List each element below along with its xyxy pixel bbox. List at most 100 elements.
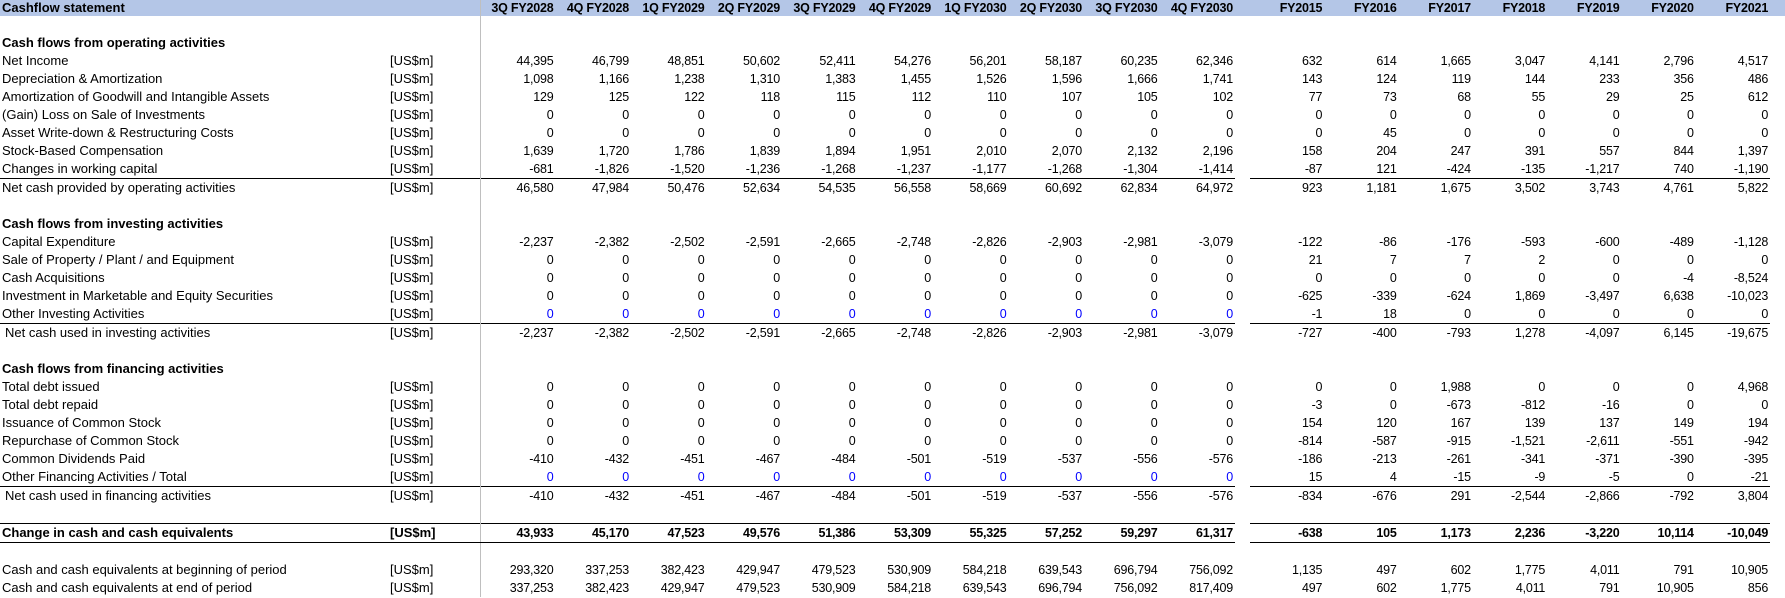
quarter-value-cell[interactable] xyxy=(1009,16,1085,34)
year-value-cell[interactable]: 6,145 xyxy=(1621,323,1696,342)
quarter-value-cell[interactable] xyxy=(556,342,632,360)
year-value-cell[interactable]: -2,866 xyxy=(1547,486,1622,505)
quarter-value-cell[interactable] xyxy=(631,360,707,378)
quarter-value-cell[interactable]: 0 xyxy=(479,414,556,432)
quarter-value-cell[interactable]: 54,276 xyxy=(893,54,931,68)
spacer-cell[interactable] xyxy=(1235,450,1250,468)
quarter-value-cell[interactable]: -2,502 xyxy=(670,235,705,249)
year-value-cell[interactable]: 1,988 xyxy=(1440,380,1471,394)
year-value-cell[interactable]: 0 xyxy=(1315,271,1323,285)
quarter-value-cell[interactable]: 0 xyxy=(622,434,629,448)
quarter-value-cell[interactable] xyxy=(631,197,707,215)
unit-cell[interactable]: [US$m] xyxy=(390,451,434,466)
unit-cell[interactable] xyxy=(390,197,480,215)
quarter-value-cell[interactable]: 0 xyxy=(622,470,629,484)
quarter-value-cell[interactable]: 0 xyxy=(773,380,780,394)
year-value-cell[interactable]: 0 xyxy=(1315,126,1323,140)
year-value-cell[interactable] xyxy=(1473,360,1547,378)
spacer-cell[interactable] xyxy=(1770,414,1785,432)
quarter-value-cell[interactable]: 44,395 xyxy=(479,52,556,70)
quarter-value-cell[interactable] xyxy=(933,34,1009,52)
year-value-cell[interactable]: -593 xyxy=(1520,235,1546,249)
quarter-value-cell[interactable]: 2,196 xyxy=(1202,144,1233,158)
year-value-cell[interactable]: 0 xyxy=(1612,108,1620,122)
quarter-value-cell[interactable] xyxy=(631,215,707,233)
quarter-value-cell[interactable]: 0 xyxy=(622,253,629,267)
quarter-value-cell[interactable]: -1,520 xyxy=(670,162,705,176)
quarter-value-cell[interactable] xyxy=(1160,342,1236,360)
quarter-value-cell[interactable]: -2,981 xyxy=(1084,323,1160,342)
year-value-cell[interactable]: 0 xyxy=(1464,108,1471,122)
year-value-cell[interactable] xyxy=(1324,16,1398,34)
year-value-cell[interactable]: -812 xyxy=(1520,398,1546,412)
quarter-value-cell[interactable] xyxy=(933,197,1009,215)
year-value-cell[interactable]: 247 xyxy=(1450,144,1471,158)
quarter-value-cell[interactable]: -2,665 xyxy=(821,235,856,249)
column-header-quarter[interactable]: 3Q FY2030 xyxy=(1084,0,1160,16)
quarter-value-cell[interactable] xyxy=(1084,197,1160,215)
quarter-value-cell[interactable]: 337,253 xyxy=(585,563,629,577)
spacer-cell[interactable] xyxy=(1770,450,1785,468)
quarter-value-cell[interactable]: 62,346 xyxy=(1195,54,1233,68)
quarter-value-cell[interactable] xyxy=(858,342,934,360)
year-value-cell[interactable]: 4,011 xyxy=(1515,581,1546,595)
section-title[interactable]: Cash flows from investing activities xyxy=(2,216,224,231)
quarter-value-cell[interactable]: 756,092 xyxy=(1189,563,1233,577)
spacer-cell[interactable] xyxy=(1235,561,1250,579)
quarter-value-cell[interactable]: -451 xyxy=(680,452,705,466)
quarter-value-cell[interactable]: 0 xyxy=(697,126,705,140)
column-header-quarter[interactable]: 2Q FY2029 xyxy=(706,0,782,16)
spacer-cell[interactable] xyxy=(1770,233,1785,251)
quarter-value-cell[interactable]: 1,310 xyxy=(749,72,780,86)
year-value-cell[interactable]: 4,517 xyxy=(1737,54,1769,68)
unit-cell[interactable]: [US$m] xyxy=(390,306,434,321)
quarter-value-cell[interactable]: 0 xyxy=(1075,271,1082,285)
unit-cell[interactable]: [US$m] xyxy=(390,323,480,342)
year-value-cell[interactable]: 791 xyxy=(1673,563,1694,577)
quarter-value-cell[interactable]: 584,218 xyxy=(887,581,931,595)
year-value-cell[interactable]: -834 xyxy=(1250,486,1325,505)
quarter-value-cell[interactable] xyxy=(707,360,783,378)
unit-cell[interactable]: [US$m] xyxy=(390,89,434,104)
year-value-cell[interactable]: 3,804 xyxy=(1695,486,1771,505)
quarter-value-cell[interactable]: 0 xyxy=(622,289,629,303)
year-value-cell[interactable]: -176 xyxy=(1446,235,1471,249)
spacer-cell[interactable] xyxy=(1770,561,1785,579)
unit-cell[interactable] xyxy=(390,16,480,34)
quarter-value-cell[interactable]: -432 xyxy=(555,486,631,505)
quarter-value-cell[interactable]: 0 xyxy=(848,126,856,140)
year-value-cell[interactable]: 0 xyxy=(1761,307,1769,321)
quarter-value-cell[interactable]: -410 xyxy=(479,486,556,505)
quarter-value-cell[interactable] xyxy=(933,360,1009,378)
quarter-value-cell[interactable] xyxy=(1009,34,1085,52)
quarter-value-cell[interactable]: 57,252 xyxy=(1008,523,1084,543)
quarter-value-cell[interactable] xyxy=(858,16,934,34)
quarter-value-cell[interactable]: 0 xyxy=(999,416,1007,430)
quarter-value-cell[interactable]: 696,794 xyxy=(1113,563,1158,577)
quarter-value-cell[interactable]: 0 xyxy=(1075,307,1082,321)
spacer-cell[interactable] xyxy=(1235,160,1250,179)
year-value-cell[interactable]: 0 xyxy=(1389,380,1397,394)
quarter-value-cell[interactable]: -556 xyxy=(1133,452,1158,466)
year-value-cell[interactable]: 391 xyxy=(1524,144,1546,158)
quarter-value-cell[interactable] xyxy=(782,16,858,34)
spacer-cell[interactable] xyxy=(1770,142,1785,160)
year-value-cell[interactable]: -792 xyxy=(1621,486,1696,505)
quarter-value-cell[interactable] xyxy=(631,505,707,524)
spacer-cell[interactable] xyxy=(1235,179,1250,198)
spacer-cell[interactable] xyxy=(1770,324,1785,343)
quarter-value-cell[interactable] xyxy=(1160,16,1236,34)
year-value-cell[interactable] xyxy=(1399,197,1473,215)
quarter-value-cell[interactable] xyxy=(782,505,858,524)
year-value-cell[interactable]: 120 xyxy=(1376,416,1397,430)
year-value-cell[interactable]: -261 xyxy=(1446,452,1471,466)
year-value-cell[interactable]: -390 xyxy=(1669,452,1694,466)
quarter-value-cell[interactable]: -467 xyxy=(706,486,782,505)
year-value-cell[interactable]: -86 xyxy=(1379,235,1397,249)
quarter-value-cell[interactable]: 0 xyxy=(999,289,1007,303)
year-value-cell[interactable] xyxy=(1250,215,1324,233)
year-value-cell[interactable] xyxy=(1250,505,1324,524)
year-value-cell[interactable]: 10,905 xyxy=(1731,563,1769,577)
unit-cell[interactable]: [US$m] xyxy=(390,486,480,505)
quarter-value-cell[interactable]: 0 xyxy=(848,398,856,412)
